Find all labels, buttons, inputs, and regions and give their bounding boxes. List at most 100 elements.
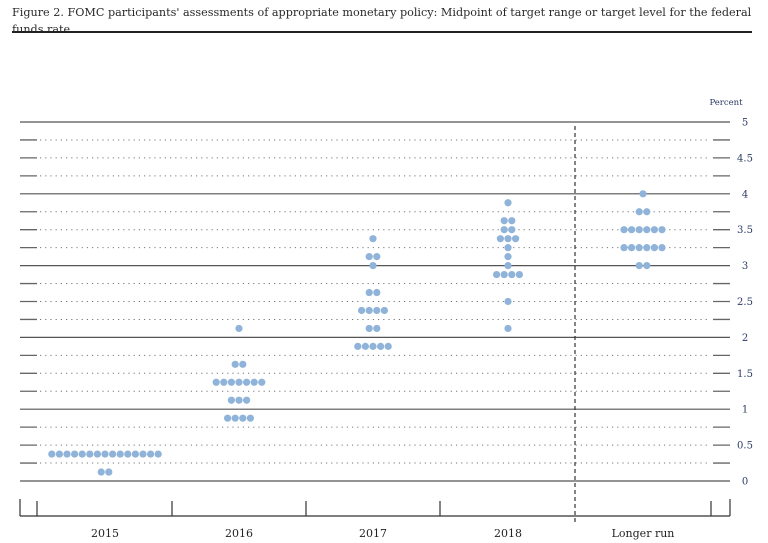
participant-dot	[48, 450, 56, 458]
participant-dot	[258, 378, 266, 386]
participant-dot	[139, 450, 147, 458]
y-tick-label: 1	[742, 405, 748, 416]
series-2016	[212, 324, 266, 422]
series-2018	[493, 199, 524, 333]
title-underline	[12, 31, 752, 33]
participant-dot	[643, 208, 651, 216]
participant-dot	[231, 360, 239, 368]
participant-dot	[365, 288, 373, 297]
y-tick-label: 2.5	[737, 297, 753, 308]
y-axis-unit-label: Percent	[709, 98, 743, 108]
y-tick-label: 0.5	[737, 441, 753, 452]
participant-dot	[620, 226, 628, 234]
participant-dot	[231, 414, 239, 422]
participant-dot	[504, 262, 512, 270]
participant-dot	[369, 262, 377, 270]
participant-dot	[635, 208, 643, 216]
series-longer-run	[620, 190, 666, 270]
y-tick-label: 0	[742, 477, 748, 488]
y-tick-label: 4.5	[737, 153, 753, 164]
x-category-label: 2016	[225, 527, 253, 540]
y-tick-label: 3.5	[737, 225, 753, 236]
participant-dot	[71, 450, 79, 458]
participant-dot	[504, 244, 512, 252]
participant-dot	[227, 396, 235, 404]
gridlines	[20, 121, 730, 482]
participant-dot	[105, 468, 113, 476]
series-2015	[48, 450, 162, 476]
participant-dot	[55, 450, 64, 458]
participant-dot	[246, 414, 254, 422]
participant-dot	[358, 306, 366, 315]
participant-dot	[243, 396, 251, 404]
participant-dot	[235, 324, 243, 333]
participant-dot	[224, 414, 232, 422]
participant-dot	[628, 226, 636, 234]
participant-dot	[369, 235, 377, 243]
participant-dot	[635, 226, 643, 234]
participant-dot	[504, 253, 512, 261]
participant-dot	[508, 217, 516, 225]
participant-dot	[147, 450, 155, 458]
participant-dot	[643, 244, 651, 252]
participant-dot	[109, 450, 117, 458]
participant-dot	[377, 342, 385, 350]
participant-dot	[250, 378, 258, 386]
participant-dot	[63, 450, 71, 458]
participant-dot	[373, 253, 381, 261]
participant-dot	[361, 342, 369, 350]
participant-dot	[243, 378, 251, 386]
participant-dot	[658, 226, 666, 234]
participant-dot	[493, 270, 501, 279]
participant-dot	[504, 199, 512, 207]
participant-dot	[504, 324, 512, 333]
participant-dot	[227, 378, 235, 386]
participant-dot	[658, 244, 666, 252]
participant-dot	[380, 306, 388, 315]
participant-dot	[500, 226, 508, 234]
participant-dot	[650, 244, 659, 252]
participant-dot	[235, 396, 243, 404]
series-2017	[354, 235, 392, 350]
participant-dot	[78, 450, 86, 458]
participant-dot	[500, 217, 508, 225]
x-category-label: Longer run	[612, 527, 675, 540]
participant-dot	[101, 450, 109, 458]
participant-dot	[97, 468, 105, 476]
participant-dot	[511, 235, 520, 243]
participant-dot	[635, 244, 643, 252]
participant-dot	[239, 414, 247, 422]
participant-dot	[373, 324, 381, 333]
participant-dot	[365, 253, 373, 261]
participant-dot	[124, 450, 132, 458]
y-axis-labels: 0 0.5 1 1.5 2 2.5 3 3.5 4 4.5 5 Percent	[709, 98, 753, 488]
y-tick-label: 2	[742, 333, 748, 344]
y-tick-label: 5	[742, 118, 748, 129]
x-category-label: 2015	[91, 527, 119, 540]
participant-dot	[504, 235, 512, 243]
participant-dot	[508, 226, 516, 234]
participant-dot	[369, 342, 377, 350]
participant-dot	[504, 297, 512, 306]
participant-dot	[620, 244, 628, 252]
participant-dot	[365, 306, 373, 315]
y-tick-label: 1.5	[737, 369, 753, 380]
participant-dot	[500, 270, 508, 279]
x-axis: 2015 2016 2017 2018 Longer run	[19, 499, 731, 540]
participant-dot	[384, 342, 392, 350]
participant-dot	[373, 306, 381, 315]
y-tick-label: 4	[742, 189, 748, 200]
participant-dot	[220, 378, 228, 386]
participant-dot	[154, 450, 162, 458]
participant-dot	[515, 270, 524, 279]
x-category-label: 2018	[494, 527, 522, 540]
participant-dot	[93, 450, 101, 458]
participant-dot	[86, 450, 94, 458]
participant-dot	[365, 324, 373, 333]
participant-dot	[628, 244, 636, 252]
participant-dot	[639, 190, 647, 198]
y-tick-label: 3	[742, 261, 748, 272]
participant-dot	[643, 226, 651, 234]
participant-dot	[239, 360, 247, 368]
